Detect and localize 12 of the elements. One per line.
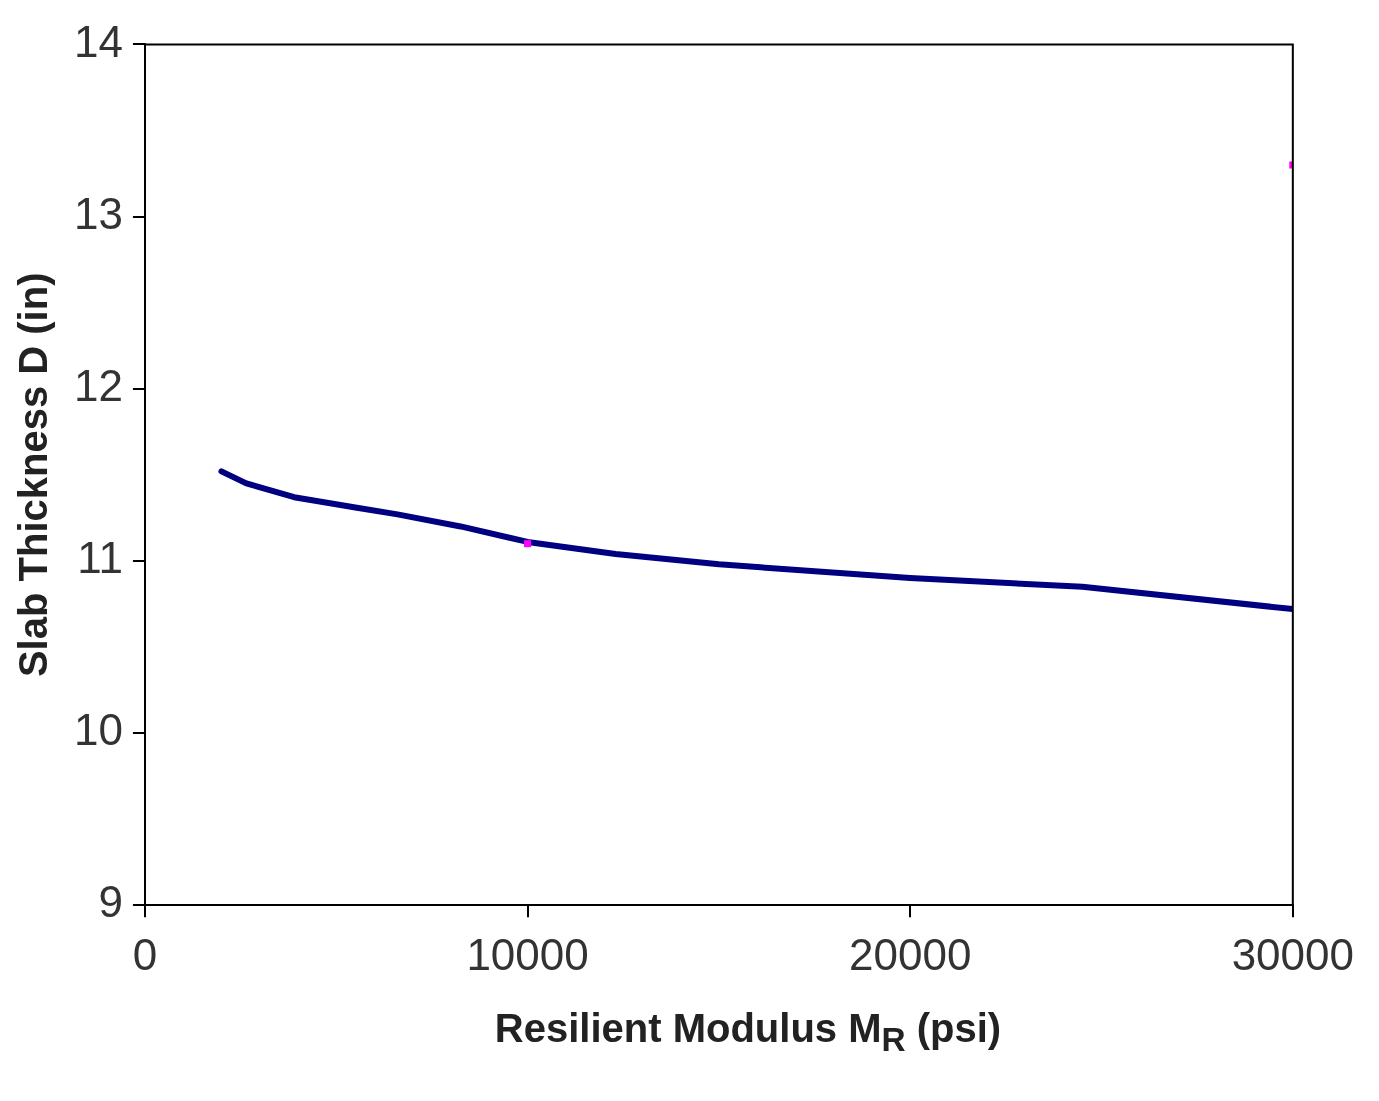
x-tick-label: 0	[132, 929, 158, 979]
y-axis-title: Slab Thickness D (in)	[11, 272, 56, 678]
x-tick-label: 20000	[849, 929, 972, 979]
x-tick-label: 30000	[1231, 929, 1354, 979]
x-tick-label: 10000	[466, 929, 589, 979]
y-tick-label: 9	[98, 877, 123, 927]
y-tick-label: 10	[73, 705, 123, 755]
x-axis-title: Resilient Modulus M$_{R}$ (psi)	[493, 1006, 1003, 1059]
y-tick-label: 11	[77, 533, 123, 583]
y-tick-label: 12	[73, 360, 123, 410]
y-tick-label: 14	[73, 16, 123, 66]
y-tick-label: 13	[73, 188, 123, 238]
